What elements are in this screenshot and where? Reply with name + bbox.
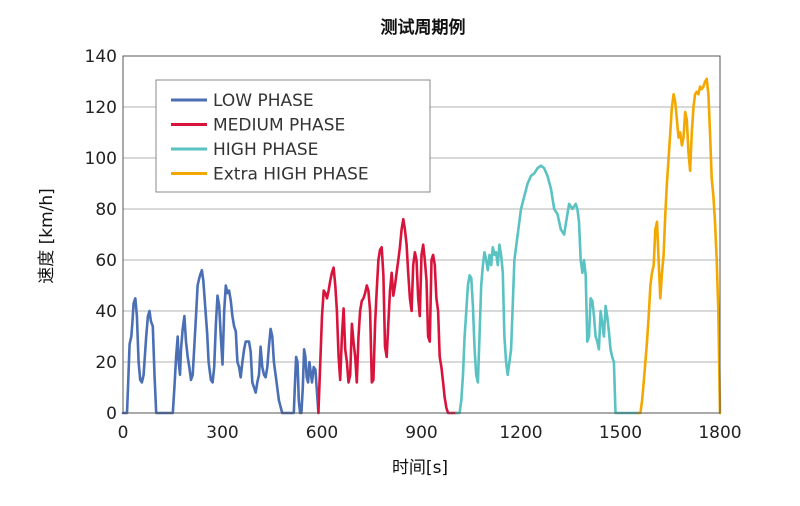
legend-label-1: MEDIUM PHASE [213, 116, 345, 136]
legend-label-2: HIGH PHASE [213, 140, 318, 160]
x-tick-600: 600 [306, 423, 338, 443]
x-tick-900: 900 [405, 423, 437, 443]
y-tick-20: 20 [95, 353, 117, 373]
x-tick-1800: 1800 [698, 423, 741, 443]
series-line-3 [637, 77, 722, 415]
y-tick-60: 60 [95, 251, 117, 271]
series-line-0 [121, 268, 320, 415]
y-axis-label: 速度 [km/h] [37, 188, 57, 284]
x-tick-labels: 0 300 600 900 1200 1500 1800 [118, 423, 742, 443]
plot-frame [122, 55, 721, 414]
x-tick-1200: 1200 [499, 423, 542, 443]
series-line-2 [454, 164, 641, 415]
series-line-1 [317, 217, 458, 415]
x-tick-1500: 1500 [599, 423, 642, 443]
legend-label-3: Extra HIGH PHASE [213, 165, 369, 185]
x-tick-300: 300 [206, 423, 238, 443]
y-tick-labels: 0 20 40 60 80 100 120 140 [85, 47, 117, 424]
y-tick-140: 140 [85, 47, 117, 67]
legend-label-0: LOW PHASE [213, 91, 314, 111]
y-tick-100: 100 [85, 149, 117, 169]
x-axis-label: 时间[s] [392, 458, 448, 478]
y-tick-120: 120 [85, 98, 117, 118]
x-tick-0: 0 [118, 423, 129, 443]
y-tick-40: 40 [95, 302, 117, 322]
legend: LOW PHASE MEDIUM PHASE HIGH PHASE Extra HIG… [155, 79, 431, 193]
chart-title: 测试周期例 [381, 17, 466, 38]
y-tick-0: 0 [106, 404, 117, 424]
y-tick-80: 80 [95, 200, 117, 220]
